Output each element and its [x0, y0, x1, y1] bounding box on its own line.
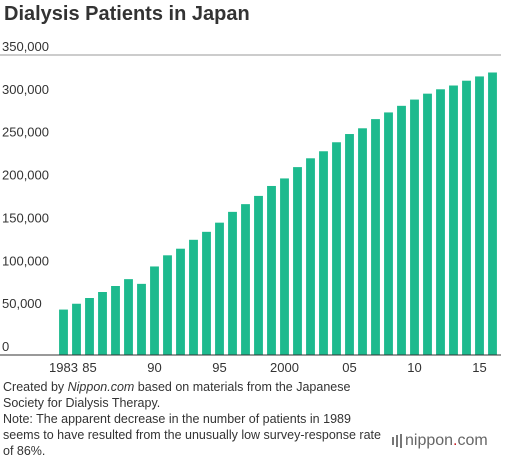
x-tick-label: 95: [212, 360, 226, 375]
bar-1987: [111, 286, 120, 355]
bar-2008: [384, 112, 393, 356]
logo-word: nippon: [405, 432, 454, 449]
y-tick-label: 250,000: [2, 125, 49, 140]
bar-1998: [254, 195, 263, 355]
y-tick-label: 50,000: [2, 296, 42, 311]
bar-2005: [345, 134, 354, 355]
source-credit: Created by Nippon.com based on materials…: [3, 379, 388, 411]
x-tick-label: 15: [472, 360, 486, 375]
nippon-logo: nippon.com: [392, 432, 488, 450]
y-tick-label: 0: [2, 339, 9, 354]
bar-1989: [137, 283, 146, 355]
y-tick-label: 100,000: [2, 253, 49, 268]
logo-suffix: com: [457, 432, 488, 449]
bar-1995: [215, 222, 224, 355]
bar-1996: [228, 211, 237, 355]
x-tick-label: 1983: [49, 360, 78, 375]
bar-2007: [371, 119, 380, 355]
bar-2009: [397, 105, 406, 355]
bar-2004: [332, 142, 341, 355]
bar-1984: [72, 303, 81, 355]
source-prefix: Created by: [3, 380, 68, 394]
bar-1994: [202, 231, 211, 355]
source-name: Nippon.com: [67, 380, 135, 394]
chart-notes: Created by Nippon.com based on materials…: [3, 379, 388, 459]
note-text: Note: The apparent decrease in the numbe…: [3, 412, 381, 458]
logo-dot: .: [453, 432, 458, 449]
bar-1992: [176, 248, 185, 355]
bar-2001: [293, 167, 302, 355]
bar-1986: [98, 292, 107, 355]
x-tick-label: 90: [147, 360, 161, 375]
y-tick-label: 300,000: [2, 82, 49, 97]
bar-2000: [280, 178, 289, 355]
bar-2003: [319, 151, 328, 355]
bar-1997: [241, 204, 250, 355]
bar-2012: [436, 89, 445, 355]
bar-2011: [423, 93, 432, 355]
bar-2015: [475, 76, 484, 356]
bar-2002: [306, 158, 315, 355]
bar-2013: [449, 85, 458, 355]
bar-1983: [59, 309, 68, 355]
source-suffix: based on materials from the Japanese Soc…: [3, 380, 351, 410]
bar-2010: [410, 99, 419, 355]
logo-text: nippon.com: [405, 432, 488, 450]
bar-1988: [124, 279, 133, 355]
bar-1993: [189, 239, 198, 355]
logo-mark-icon: [392, 434, 402, 448]
chart-title: Dialysis Patients in Japan: [4, 3, 250, 25]
x-tick-label: 2000: [270, 360, 299, 375]
bar-1991: [163, 255, 172, 355]
bar-1990: [150, 266, 159, 355]
bar-1999: [267, 185, 276, 355]
bar-2006: [358, 128, 367, 355]
y-tick-label: 150,000: [2, 210, 49, 225]
bar-1985: [85, 298, 94, 355]
y-tick-label: 200,000: [2, 168, 49, 183]
y-tick-label: 350,000: [2, 39, 49, 54]
bar-chart: 0 50,000 100,000 150,000 200,000 250,000 300,0…: [0, 39, 501, 375]
x-tick-label: 05: [342, 360, 356, 375]
x-tick-label: 85: [82, 360, 96, 375]
bar-2014: [462, 80, 471, 356]
x-tick-label: 10: [407, 360, 421, 375]
bar-2016: [488, 72, 497, 356]
